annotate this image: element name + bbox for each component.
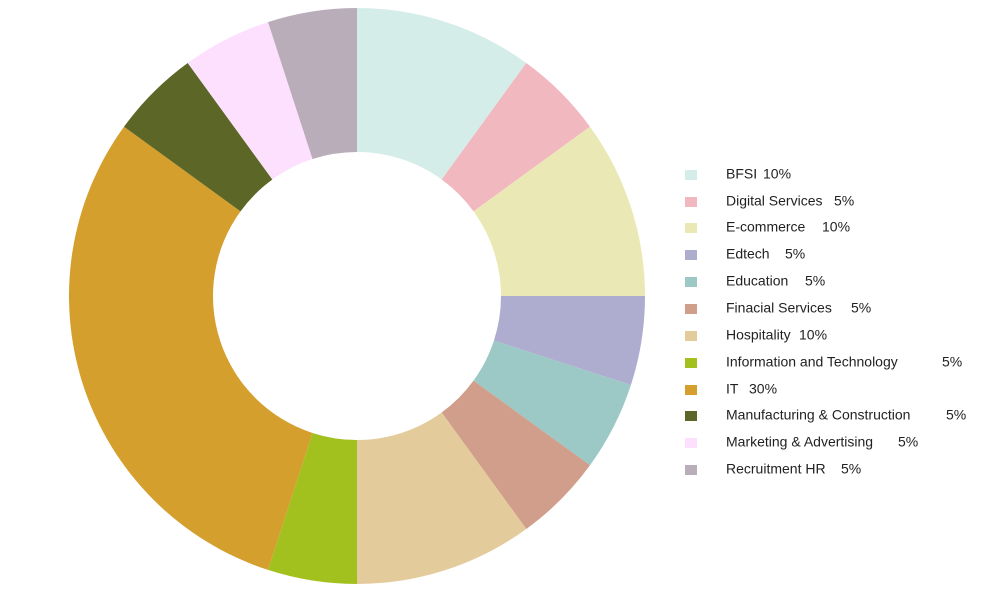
donut-slice <box>357 8 527 180</box>
legend-label: Digital Services <box>726 193 822 209</box>
legend-swatch <box>685 465 697 475</box>
legend-label: Recruitment HR <box>726 461 826 477</box>
legend-swatch <box>685 331 697 341</box>
donut-slice <box>441 380 590 529</box>
legend-swatch <box>685 438 697 448</box>
legend-value: 5% <box>785 246 805 262</box>
legend-swatch <box>685 250 697 260</box>
legend-label: BFSI <box>726 166 757 182</box>
donut-slice <box>493 296 645 385</box>
legend-label: Edtech <box>726 246 770 262</box>
legend-value: 5% <box>841 461 861 477</box>
legend-label: Manufacturing & Construction <box>726 407 910 423</box>
legend-label: Education <box>726 273 788 289</box>
legend-swatch <box>685 223 697 233</box>
donut-slice <box>473 126 645 296</box>
legend-swatch <box>685 385 697 395</box>
legend-label: E-commerce <box>726 219 806 235</box>
donut-slice <box>268 8 357 160</box>
donut-slice <box>187 22 313 180</box>
legend-value: 30% <box>749 381 777 397</box>
donut-slice <box>473 340 631 466</box>
legend-value: 5% <box>942 354 962 370</box>
legend-value: 5% <box>851 300 871 316</box>
legend-swatch <box>685 170 697 180</box>
legend-label: Finacial Services <box>726 300 832 316</box>
donut-slice <box>357 412 527 584</box>
donut-slice <box>69 126 313 570</box>
donut-slice <box>441 63 590 212</box>
legend-value: 10% <box>822 219 850 235</box>
legend-value: 10% <box>799 327 827 343</box>
legend-value: 5% <box>805 273 825 289</box>
legend-swatch <box>685 304 697 314</box>
legend-swatch <box>685 358 697 368</box>
legend-label: Hospitality <box>726 327 791 343</box>
legend-swatch <box>685 277 697 287</box>
legend-value: 5% <box>946 407 966 423</box>
legend-swatch <box>685 411 697 421</box>
legend-value: 5% <box>898 434 918 450</box>
legend-label: Marketing & Advertising <box>726 434 873 450</box>
legend-label: Information and Technology <box>726 354 898 370</box>
legend-value: 5% <box>834 193 854 209</box>
donut-slice <box>124 63 273 212</box>
legend-label: IT <box>726 381 739 397</box>
donut-slice <box>268 432 357 584</box>
legend-swatch <box>685 197 697 207</box>
legend-value: 10% <box>763 166 791 182</box>
